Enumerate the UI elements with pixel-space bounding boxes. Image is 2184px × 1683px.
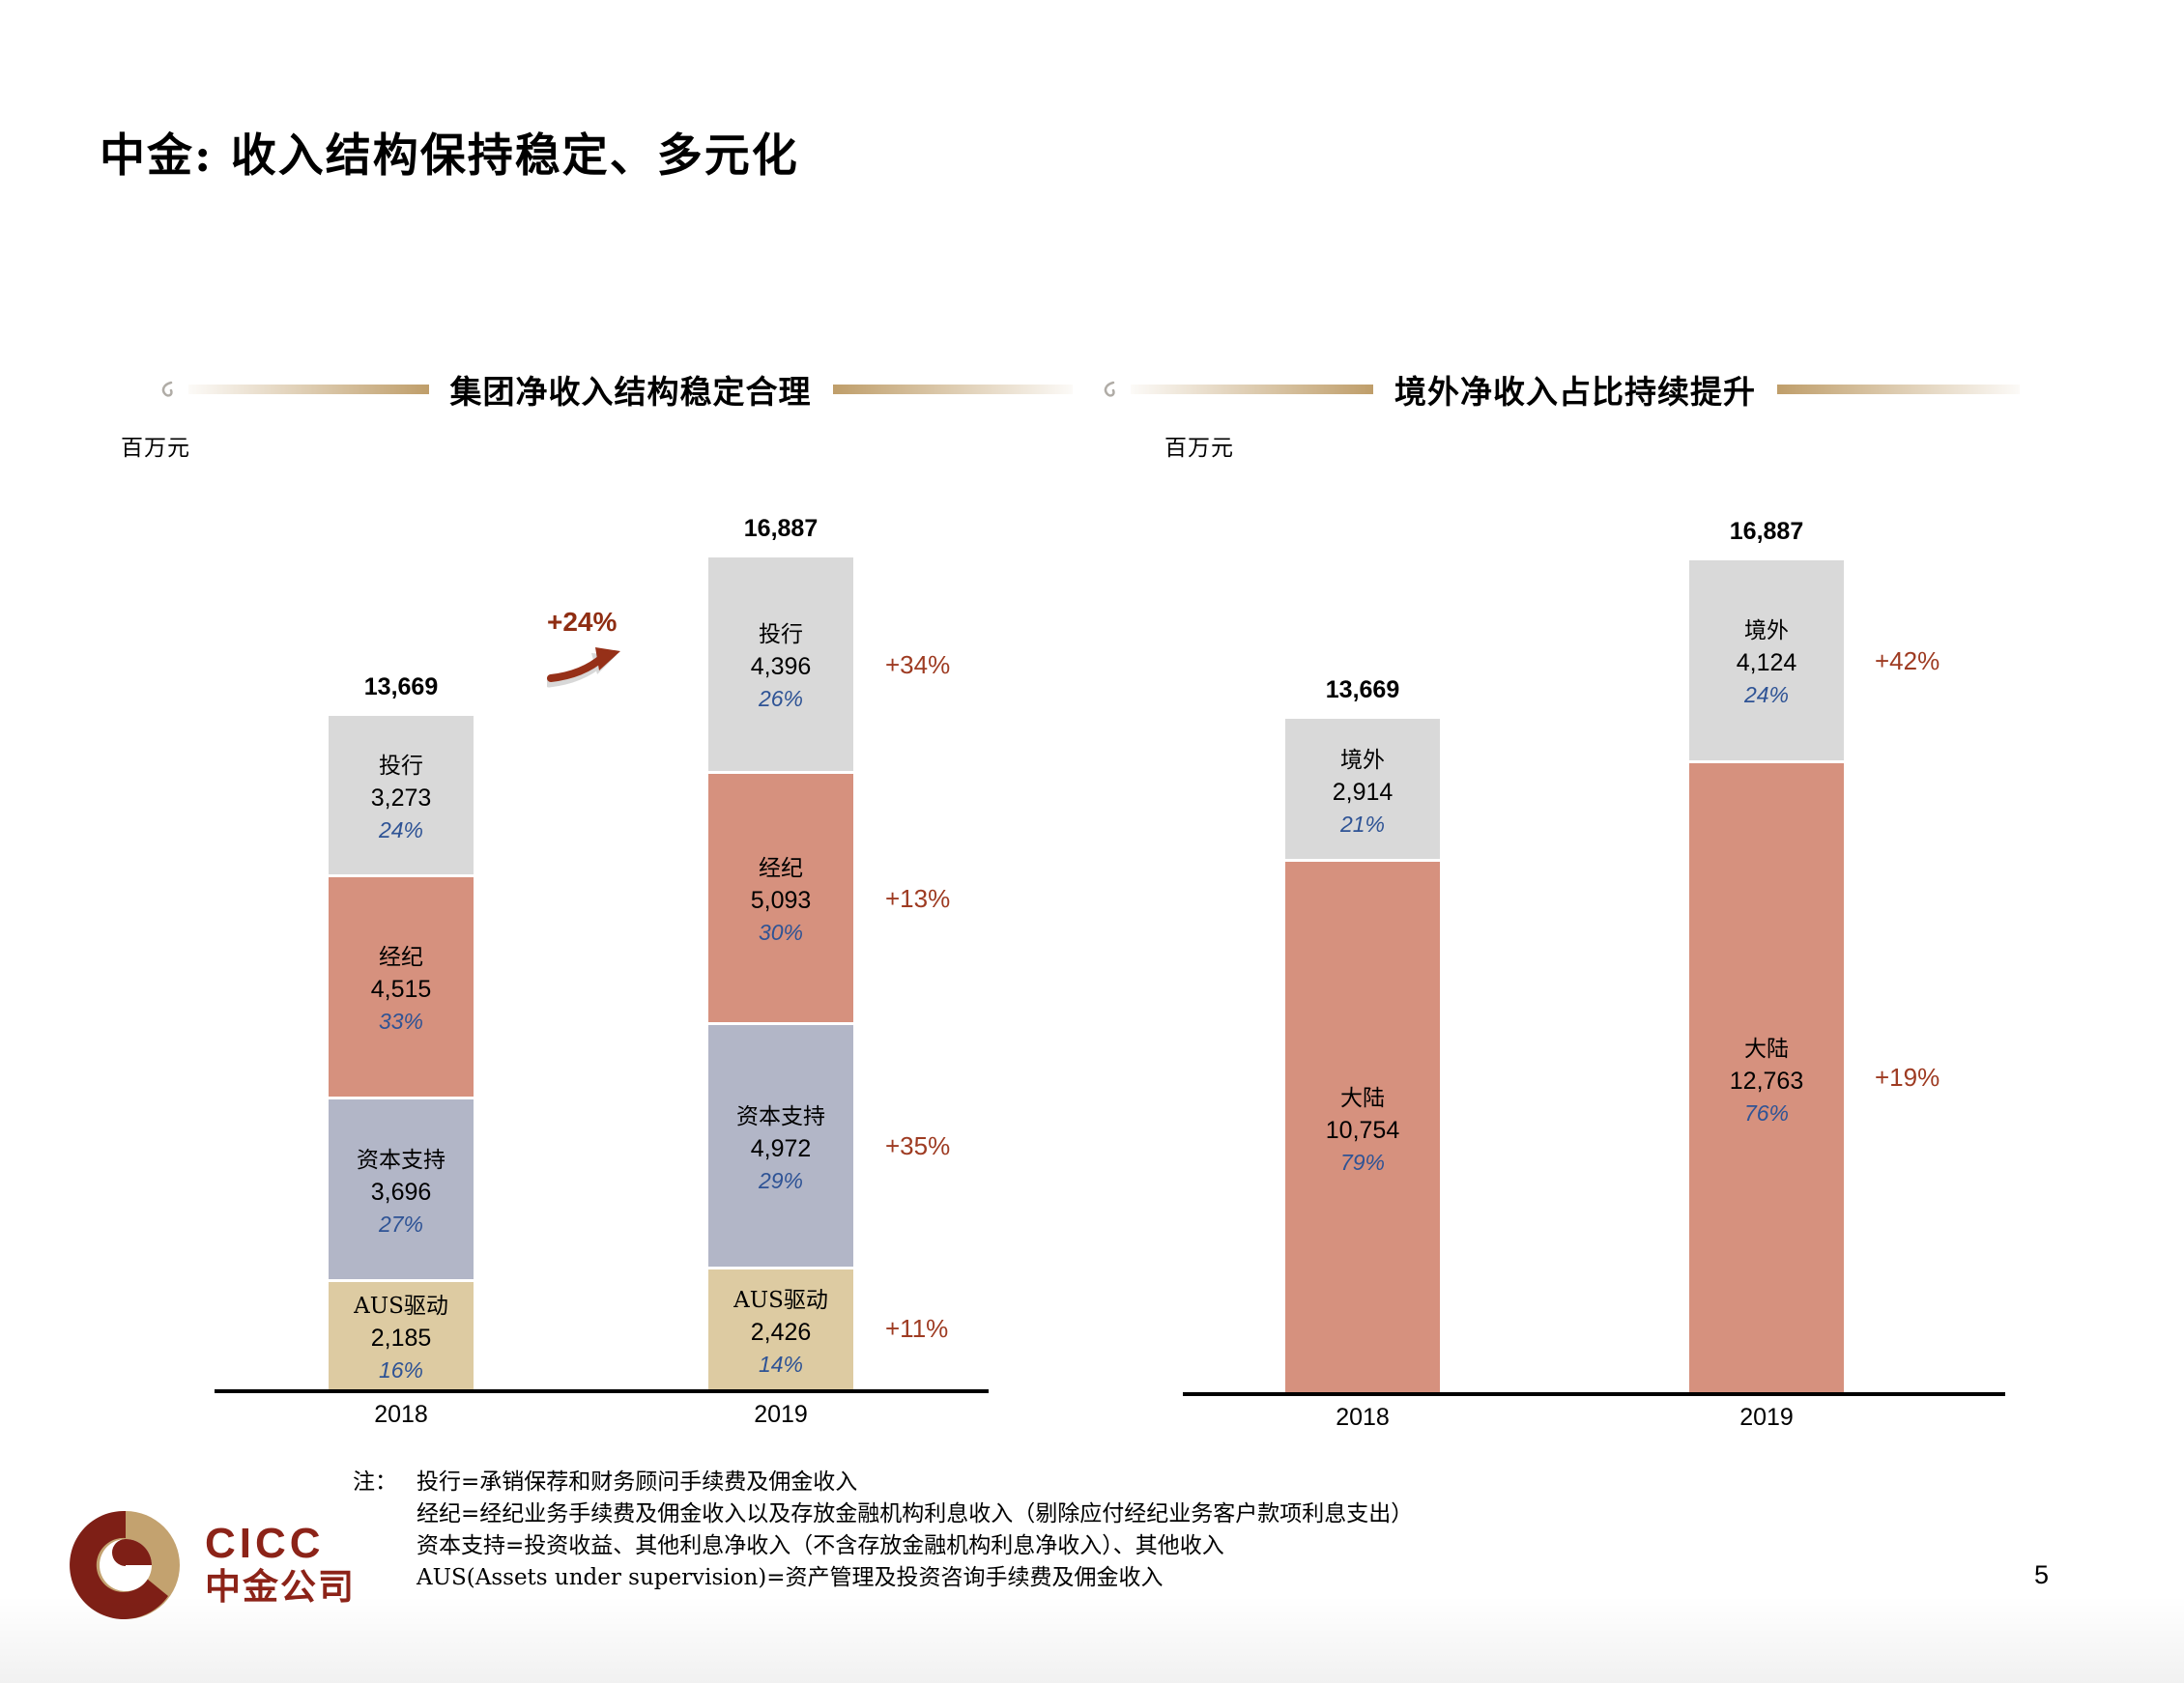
segment-value: 2,426 bbox=[750, 1319, 812, 1347]
segment-growth-label: +19% bbox=[1875, 1062, 1940, 1092]
page-title: 中金: 收入结构保持稳定、多元化 bbox=[100, 129, 799, 183]
segment-share: 29% bbox=[758, 1167, 804, 1193]
bar-total-label: 16,887 bbox=[743, 514, 819, 542]
header-flourish-icon bbox=[161, 381, 173, 397]
bar-segment-资本支持: 资本支持 4,972 29% bbox=[708, 1024, 853, 1270]
right-unit-label: 百万元 bbox=[1164, 436, 1234, 461]
segment-growth-label: +11% bbox=[885, 1314, 949, 1344]
segment-share: 24% bbox=[1743, 682, 1790, 708]
stacked-bar-2018: 境外 2,914 21% 大陆 10,754 79% bbox=[1285, 718, 1440, 1392]
stacked-bar-2018: 投行 3,273 24% 经纪 4,515 33% 资本支持 3,696 27% AUS驱动 2,1… bbox=[329, 715, 474, 1389]
left-chart-title: 集团净收入结构稳定合理 bbox=[449, 373, 812, 411]
x-axis bbox=[1183, 1392, 2005, 1396]
total-growth-label: +24% bbox=[547, 607, 618, 637]
footnote-label: 注： bbox=[353, 1469, 397, 1495]
total-growth-annotation: +24% bbox=[543, 607, 653, 693]
segment-name: 经纪 bbox=[379, 945, 423, 971]
segment-value: 4,396 bbox=[750, 653, 812, 681]
segment-growth-label: +34% bbox=[885, 649, 951, 679]
bar-segment-资本支持: 资本支持 3,696 27% bbox=[329, 1099, 474, 1282]
segment-growth-label: +13% bbox=[885, 883, 951, 913]
page-number: 5 bbox=[2034, 1560, 2050, 1589]
footnote-line: 投行=承销保荐和财务顾问手续费及佣金收入 bbox=[417, 1469, 858, 1495]
cicc-logo: CICC 中金公司 bbox=[68, 1507, 356, 1623]
segment-name: 大陆 bbox=[1340, 1085, 1385, 1111]
bar-segment-投行: 投行 4,396 26% bbox=[708, 556, 853, 774]
segment-value: 10,754 bbox=[1325, 1116, 1400, 1144]
stacked-bar-2019: 境外 4,124 24% 大陆 12,763 76% bbox=[1689, 559, 1844, 1392]
segment-name: AUS驱动 bbox=[354, 1294, 448, 1320]
segment-name: 资本支持 bbox=[736, 1103, 825, 1129]
right-chart-title: 境外净收入占比持续提升 bbox=[1394, 373, 1756, 411]
right-chart-header: 境外净收入占比持续提升 bbox=[1102, 370, 2020, 411]
segment-share: 33% bbox=[378, 1009, 424, 1035]
growth-arrow-icon bbox=[543, 647, 620, 688]
segment-name: 经纪 bbox=[759, 856, 803, 882]
x-axis bbox=[215, 1389, 989, 1393]
cicc-logo-mark-icon bbox=[70, 1510, 180, 1619]
bar-segment-经纪: 经纪 5,093 30% bbox=[708, 773, 853, 1025]
gold-line-right bbox=[832, 385, 1073, 394]
segment-share: 76% bbox=[1743, 1099, 1790, 1126]
segment-name: 境外 bbox=[1744, 618, 1789, 644]
footnotes: 注： 投行=承销保荐和财务顾问手续费及佣金收入 经纪=经纪业务手续费及佣金收入以… bbox=[353, 1467, 1413, 1594]
footnote-line: AUS(Assets under supervision)=资产管理及投资咨询手… bbox=[417, 1565, 1164, 1590]
segment-growth-label: +42% bbox=[1875, 645, 1940, 675]
bar-segment-大陆: 大陆 10,754 79% bbox=[1285, 862, 1440, 1392]
bar-segment-AUS驱动: AUS驱动 2,185 16% bbox=[329, 1281, 474, 1389]
segment-share: 30% bbox=[758, 920, 804, 946]
segment-name: AUS驱动 bbox=[733, 1288, 828, 1314]
segment-share: 16% bbox=[378, 1357, 424, 1383]
segment-share: 27% bbox=[378, 1211, 424, 1237]
segment-value: 4,515 bbox=[370, 976, 432, 1004]
bar-segment-大陆: 大陆 12,763 76% bbox=[1689, 763, 1844, 1392]
segment-value: 4,124 bbox=[1736, 649, 1797, 677]
category-label: 2018 bbox=[374, 1401, 428, 1428]
left-chart-header: 集团净收入结构稳定合理 bbox=[159, 370, 1073, 411]
gold-line-left bbox=[188, 385, 429, 394]
segment-share: 21% bbox=[1339, 811, 1386, 837]
segment-name: 大陆 bbox=[1744, 1036, 1789, 1062]
segment-value: 5,093 bbox=[750, 887, 812, 915]
left-unit-label: 百万元 bbox=[121, 436, 190, 461]
segment-value: 12,763 bbox=[1729, 1067, 1804, 1095]
segment-value: 4,972 bbox=[750, 1134, 812, 1162]
bar-segment-AUS驱动: AUS驱动 2,426 14% bbox=[708, 1269, 853, 1389]
segment-name: 投行 bbox=[759, 622, 803, 648]
segment-share: 24% bbox=[378, 816, 424, 842]
footnote-line: 经纪=经纪业务手续费及佣金收入以及存放金融机构利息收入（剔除应付经纪业务客户款项… bbox=[417, 1501, 1414, 1526]
header-flourish-icon bbox=[1104, 381, 1115, 397]
bar-segment-境外: 境外 4,124 24% bbox=[1689, 559, 1844, 764]
bar-segment-境外: 境外 2,914 21% bbox=[1285, 718, 1440, 863]
bar-total-label: 16,887 bbox=[1729, 517, 1804, 545]
stacked-bar-2019: 投行 4,396 26% 经纪 5,093 30% 资本支持 4,972 29% AUS驱动 2,4… bbox=[708, 556, 853, 1389]
segment-share: 14% bbox=[758, 1352, 804, 1378]
segment-name: 投行 bbox=[379, 753, 423, 779]
category-label: 2019 bbox=[754, 1401, 808, 1428]
segment-growth-label: +35% bbox=[885, 1131, 951, 1161]
bottom-fade bbox=[0, 1596, 2184, 1683]
segment-value: 3,273 bbox=[370, 784, 432, 812]
bar-total-label: 13,669 bbox=[363, 672, 439, 700]
bar-total-label: 13,669 bbox=[1325, 675, 1400, 703]
segment-share: 79% bbox=[1339, 1149, 1386, 1175]
footnote-line: 资本支持=投资收益、其他利息净收入（不含存放金融机构利息净收入）、其他收入 bbox=[417, 1533, 1224, 1558]
segment-value: 3,696 bbox=[370, 1178, 432, 1206]
segment-share: 26% bbox=[758, 686, 804, 712]
segment-name: 资本支持 bbox=[357, 1147, 445, 1173]
logo-brand-cn: 中金公司 bbox=[205, 1565, 356, 1608]
segment-value: 2,914 bbox=[1332, 778, 1394, 806]
bar-segment-投行: 投行 3,273 24% bbox=[329, 715, 474, 877]
segment-value: 2,185 bbox=[370, 1325, 432, 1353]
segment-name: 境外 bbox=[1340, 747, 1385, 773]
gold-line-left bbox=[1131, 385, 1373, 394]
category-label: 2019 bbox=[1739, 1404, 1794, 1431]
gold-line-right bbox=[1777, 385, 2020, 394]
logo-brand: CICC bbox=[205, 1520, 325, 1567]
bar-segment-经纪: 经纪 4,515 33% bbox=[329, 876, 474, 1100]
category-label: 2018 bbox=[1336, 1404, 1390, 1431]
